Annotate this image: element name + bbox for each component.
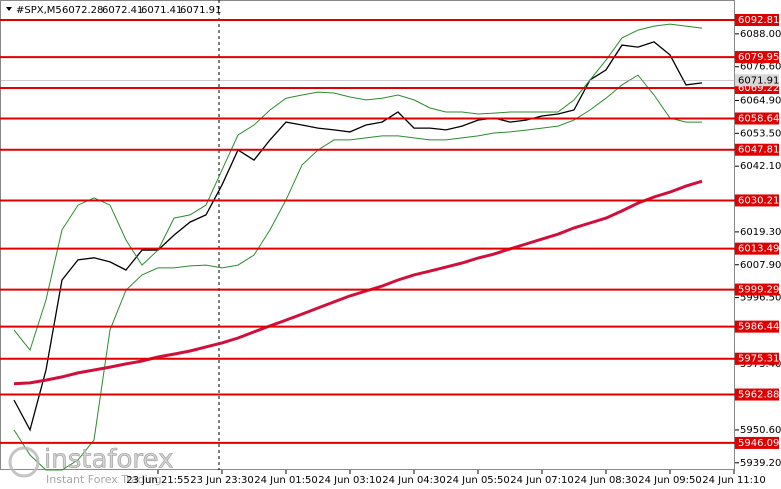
level-label: 6047.81 [738, 145, 779, 156]
logo [8, 446, 40, 478]
level-label-bg [735, 51, 779, 64]
y-tick-label: 5996.50 [740, 293, 781, 304]
level-label: 5999.29 [738, 285, 779, 296]
level-label-bg [735, 143, 779, 156]
level-label: 5962.88 [738, 390, 779, 401]
y-tick-label: 6076.60 [740, 62, 781, 73]
header: #SPX,M5 6072.28 6072.41 6071.41 6071.91 [6, 5, 221, 16]
open: 6072.28 [62, 5, 103, 16]
level-label-bg [735, 14, 779, 27]
y-tick-label: 6064.90 [740, 95, 781, 106]
level-label-bg [735, 352, 779, 365]
y-tick-label: 6042.10 [740, 161, 781, 172]
level-label: 6092.81 [738, 15, 779, 26]
x-tick-label: 23 Jun 23:30 [190, 475, 254, 486]
level-label: 5986.44 [738, 322, 779, 333]
series-line [13, 74, 702, 471]
x-tick-label: 24 Jun 11:10 [702, 475, 766, 486]
slogan: Instant Forex Trading [46, 473, 162, 486]
plot [13, 23, 703, 471]
level-label-bg [735, 436, 779, 449]
brand: instaforex [44, 445, 173, 475]
level-label: 5975.31 [738, 354, 779, 365]
y-tick-label: 6088.00 [740, 29, 781, 40]
last-price-label: 6071.91 [738, 75, 779, 86]
y-tick-label: 5973.40 [740, 359, 781, 370]
last-price-bg [735, 74, 779, 87]
level-label-bg [735, 283, 779, 296]
level-label-bg [735, 242, 779, 255]
level-label: 6030.21 [738, 195, 779, 206]
low: 6071.41 [141, 5, 182, 16]
level-label-bg [735, 388, 779, 401]
level-label-bg [735, 320, 779, 333]
series-line [13, 23, 703, 352]
level-label: 6058.64 [738, 114, 779, 125]
series-line [13, 179, 703, 386]
y-tick-label: 6007.90 [740, 260, 781, 271]
level-label: 6079.95 [738, 52, 779, 63]
level-label: 6069.22 [738, 83, 779, 94]
x-tick-label: 23 Jun 21:55 [126, 475, 190, 486]
dropdown-icon [6, 7, 12, 11]
close: 6071.91 [180, 5, 221, 16]
x-tick-label: 24 Jun 07:10 [510, 475, 574, 486]
x-tick-label: 24 Jun 09:50 [638, 475, 702, 486]
x-tick-label: 24 Jun 05:50 [446, 475, 510, 486]
y-tick-label: 5950.60 [740, 425, 781, 436]
x-tick-label: 24 Jun 03:10 [318, 475, 382, 486]
level-label: 5946.09 [738, 438, 779, 449]
x-tick-label: 24 Jun 04:30 [382, 475, 446, 486]
series-line [13, 41, 703, 432]
x-tick-label: 24 Jun 08:30 [574, 475, 638, 486]
high: 6072.41 [102, 5, 143, 16]
x-tick-label: 24 Jun 01:50 [254, 475, 318, 486]
plot-frame [0, 0, 735, 470]
level-label-bg [735, 112, 779, 125]
symbol: #SPX,M5 [16, 5, 62, 16]
level-label-bg [735, 194, 779, 207]
y-tick-label: 6019.30 [740, 227, 781, 238]
watermark: instaforex Instant Forex Trading [8, 444, 174, 486]
y-tick-label: 5939.20 [740, 458, 781, 469]
level-label: 6013.49 [738, 244, 779, 255]
y-tick-label: 6053.50 [740, 128, 781, 139]
